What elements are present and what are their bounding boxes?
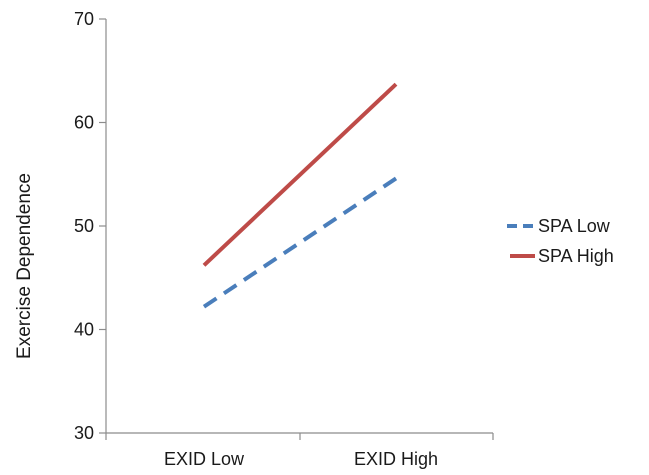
y-tick-label: 50 <box>74 216 94 236</box>
y-tick-label: 40 <box>74 320 94 340</box>
y-tick-label: 60 <box>74 113 94 133</box>
x-tick-label: EXID Low <box>164 449 245 469</box>
y-tick-label: 70 <box>74 9 94 29</box>
y-ticks: 30 40 50 60 70 <box>74 9 106 443</box>
y-axis-title: Exercise Dependence <box>14 173 35 359</box>
legend-label-spa-low: SPA Low <box>538 216 611 236</box>
series-layer <box>202 82 398 309</box>
y-axis: 30 40 50 60 70 <box>74 9 107 443</box>
y-tick-label: 30 <box>74 423 94 443</box>
series-line-spa-low <box>202 176 398 309</box>
legend-label-spa-high: SPA High <box>538 246 614 266</box>
x-tick-label: EXID High <box>354 449 438 469</box>
legend: SPA Low SPA High <box>507 216 614 266</box>
x-axis: EXID Low EXID High <box>105 432 494 469</box>
x-ticks: EXID Low EXID High <box>105 433 494 469</box>
series-line-spa-high <box>202 82 398 267</box>
